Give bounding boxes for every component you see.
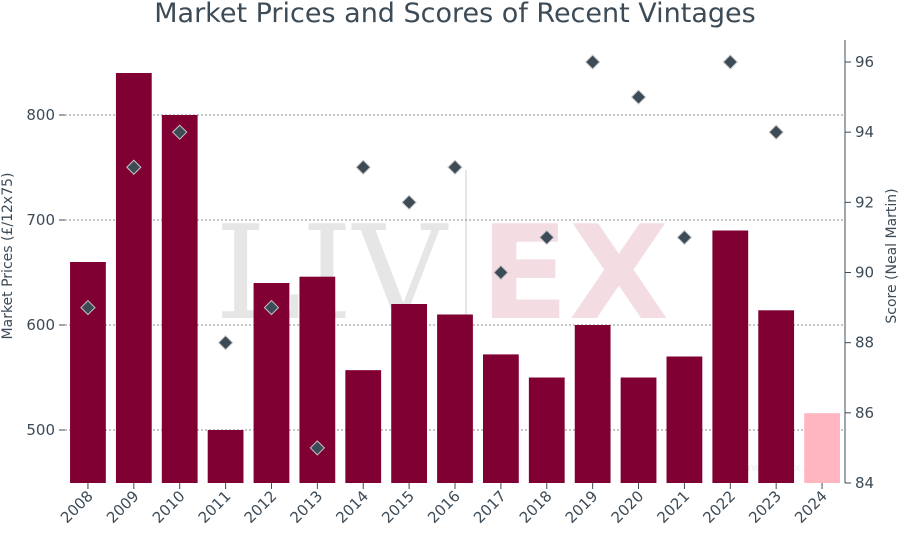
score-marker-2020 (630, 89, 647, 105)
x-axis-ticks: 2008 2009 2010 2011 2012 2013 2014 2015 2016 2017… (57, 483, 831, 527)
score-marker-2010 (171, 124, 188, 140)
score-marker-2022 (722, 54, 739, 70)
y-tick-label-700: 700 (26, 211, 55, 229)
x-tick-label-2011: 2011 (195, 487, 235, 527)
bar-2016 (437, 314, 473, 483)
score-markers (80, 54, 784, 456)
score-marker-2021 (676, 229, 693, 246)
score-marker-2019 (584, 54, 601, 70)
score-marker-2013 (309, 440, 326, 456)
score-marker-2017 (493, 264, 509, 281)
y-tick-label-500: 500 (26, 421, 55, 439)
y2-axis-label: Score (Neal Martin) (884, 188, 900, 323)
y-tick-label-600: 600 (26, 316, 55, 334)
score-marker-2014 (355, 159, 371, 175)
bar-2009 (115, 73, 152, 483)
bar-2020 (620, 377, 657, 483)
bar-2022 (712, 230, 749, 483)
x-tick-label-2013: 2013 (286, 487, 326, 527)
x-tick-label-2018: 2018 (516, 487, 556, 527)
y2-tick-label-86: 86 (855, 404, 874, 422)
x-tick-label-2016: 2016 (424, 487, 464, 527)
y2-tick-label-84: 84 (855, 474, 874, 492)
x-tick-label-2009: 2009 (103, 487, 143, 527)
x-tick-label-2012: 2012 (241, 487, 281, 527)
bar-2023 (758, 310, 795, 483)
bar-2008 (70, 262, 106, 483)
y-axis-label: Market Prices (£/12x75) (0, 173, 16, 340)
x-tick-label-2008: 2008 (57, 487, 97, 527)
watermark-ex-text: EX (480, 197, 669, 349)
score-marker-2009 (126, 159, 142, 175)
x-tick-label-2020: 2020 (608, 487, 648, 527)
x-tick-label-2015: 2015 (378, 487, 418, 527)
x-tick-label-2021: 2021 (654, 487, 694, 527)
bar-2019 (574, 325, 611, 483)
y2-tick-label-92: 92 (855, 193, 874, 211)
y-tick-label-800: 800 (26, 106, 55, 124)
bar-2015 (391, 304, 428, 483)
bar-2010 (161, 115, 198, 483)
score-marker-2023 (768, 124, 784, 140)
bar-2014 (345, 370, 382, 483)
score-marker-2011 (217, 334, 234, 351)
bar-2021 (666, 356, 703, 483)
score-marker-2015 (401, 194, 417, 211)
score-marker-2016 (447, 159, 463, 175)
price-bars (70, 73, 840, 483)
x-tick-label-2019: 2019 (562, 487, 602, 527)
bar-2024 (804, 413, 840, 483)
x-tick-label-2024: 2024 (791, 487, 831, 527)
score-marker-2018 (539, 229, 555, 246)
bar-2017 (482, 354, 519, 483)
x-tick-label-2017: 2017 (470, 487, 510, 527)
chart-title: Market Prices and Scores of Recent Vinta… (154, 0, 756, 29)
bar-2012 (253, 283, 290, 483)
y2-tick-label-94: 94 (855, 123, 874, 141)
x-tick-label-2023: 2023 (745, 487, 785, 527)
y2-tick-label-96: 96 (855, 53, 874, 71)
x-tick-label-2010: 2010 (149, 487, 189, 527)
score-marker-2012 (263, 299, 280, 316)
y2-tick-label-88: 88 (855, 334, 874, 352)
bar-2011 (207, 430, 244, 483)
x-tick-label-2014: 2014 (332, 487, 372, 527)
x-tick-label-2022: 2022 (699, 487, 739, 527)
left-axis-ticks: 500 600 700 800 (26, 106, 65, 439)
right-axis: 84 86 88 90 92 94 96 (844, 40, 874, 492)
y2-tick-label-90: 90 (855, 264, 874, 282)
bar-2018 (528, 377, 565, 483)
score-marker-2008 (80, 299, 96, 316)
